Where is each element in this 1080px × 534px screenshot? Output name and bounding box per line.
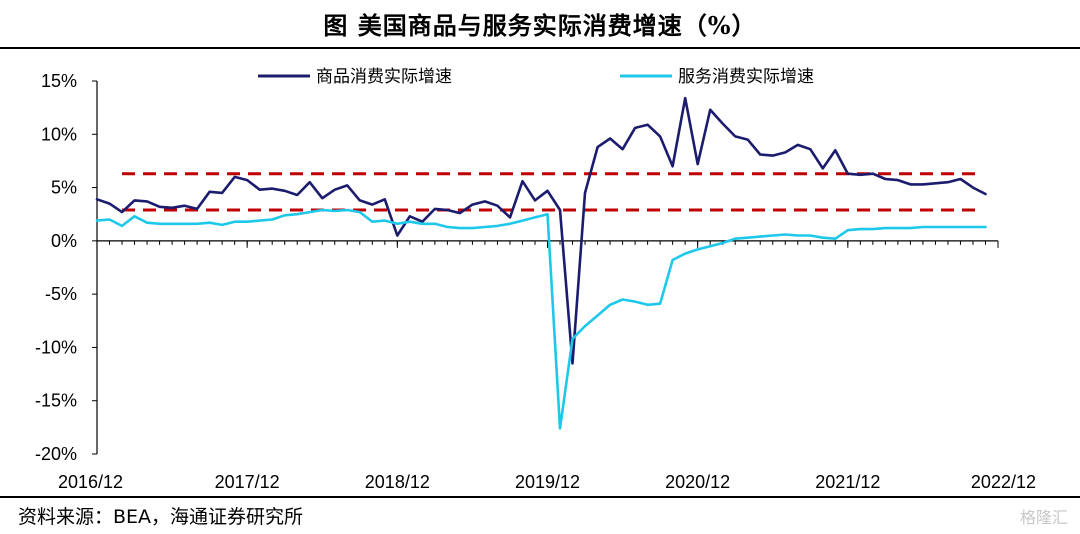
y-tick-label: 15% bbox=[41, 71, 77, 91]
y-tick-label: -10% bbox=[35, 337, 77, 357]
x-tick-label: 2021/12 bbox=[815, 472, 880, 492]
x-tick-label: 2019/12 bbox=[515, 472, 580, 492]
line-chart: 15% 10% 5% 0% -5% -10% -15% -20% 2016/12 2017/12 2… bbox=[35, 67, 1036, 492]
y-tick-label: -5% bbox=[45, 284, 77, 304]
legend-label: 服务消费实际增速 bbox=[678, 67, 814, 87]
x-tick-label: 2020/12 bbox=[665, 472, 730, 492]
source-rule bbox=[0, 496, 1080, 498]
chart-title: 图 美国商品与服务实际消费增速（%） bbox=[323, 11, 757, 40]
x-tick-label: 2018/12 bbox=[365, 472, 430, 492]
reference-lines bbox=[122, 172, 976, 212]
y-tick-label: 5% bbox=[51, 178, 77, 198]
legend: 商品消费实际增速 服务消费实际增速 bbox=[258, 67, 814, 87]
watermark: 格隆汇 bbox=[1019, 508, 1068, 527]
title-rule bbox=[0, 47, 1080, 49]
services-consumption-line bbox=[95, 208, 987, 430]
x-tick-label: 2017/12 bbox=[215, 472, 280, 492]
x-tick-label: 2022/12 bbox=[971, 472, 1036, 492]
series-lines bbox=[95, 96, 987, 430]
axes: 15% 10% 5% 0% -5% -10% -15% -20% 2016/12 2017/12 2… bbox=[35, 71, 1036, 492]
y-tick-label: 10% bbox=[41, 124, 77, 144]
source-note: 资料来源：BEA，海通证券研究所 bbox=[18, 506, 304, 528]
y-tick-label: -20% bbox=[35, 444, 77, 464]
y-tick-label: 0% bbox=[51, 231, 77, 251]
legend-label: 商品消费实际增速 bbox=[316, 67, 452, 87]
y-tick-label: -15% bbox=[35, 391, 77, 411]
goods-consumption-line bbox=[95, 96, 987, 365]
x-tick-label: 2016/12 bbox=[58, 472, 123, 492]
